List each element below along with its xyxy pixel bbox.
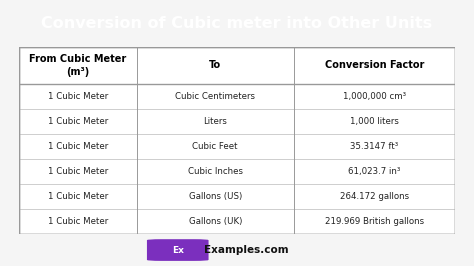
Text: 61,023.7 in³: 61,023.7 in³ [348, 167, 401, 176]
Text: 1 Cubic Meter: 1 Cubic Meter [48, 117, 108, 126]
Text: Cubic Inches: Cubic Inches [188, 167, 243, 176]
Text: Conversion of Cubic meter into Other Units: Conversion of Cubic meter into Other Uni… [41, 16, 433, 31]
Text: 1 Cubic Meter: 1 Cubic Meter [48, 167, 108, 176]
Text: Examples.com: Examples.com [204, 245, 289, 255]
Text: 1 Cubic Meter: 1 Cubic Meter [48, 142, 108, 151]
Text: Ex: Ex [172, 246, 184, 255]
Text: 1,000,000 cm³: 1,000,000 cm³ [343, 92, 406, 101]
Text: 264.172 gallons: 264.172 gallons [340, 192, 409, 201]
Text: To: To [209, 60, 221, 70]
Text: Gallons (UK): Gallons (UK) [189, 217, 242, 226]
Text: Cubic Centimeters: Cubic Centimeters [175, 92, 255, 101]
Text: From Cubic Meter
(m³): From Cubic Meter (m³) [29, 54, 127, 77]
Text: Liters: Liters [203, 117, 227, 126]
FancyBboxPatch shape [147, 239, 209, 261]
Text: 1 Cubic Meter: 1 Cubic Meter [48, 92, 108, 101]
Text: 1 Cubic Meter: 1 Cubic Meter [48, 217, 108, 226]
Text: Cubic Feet: Cubic Feet [192, 142, 238, 151]
Text: 219.969 British gallons: 219.969 British gallons [325, 217, 424, 226]
Text: Gallons (US): Gallons (US) [189, 192, 242, 201]
Text: 35.3147 ft³: 35.3147 ft³ [350, 142, 399, 151]
Text: 1,000 liters: 1,000 liters [350, 117, 399, 126]
Text: Conversion Factor: Conversion Factor [325, 60, 424, 70]
Text: 1 Cubic Meter: 1 Cubic Meter [48, 192, 108, 201]
